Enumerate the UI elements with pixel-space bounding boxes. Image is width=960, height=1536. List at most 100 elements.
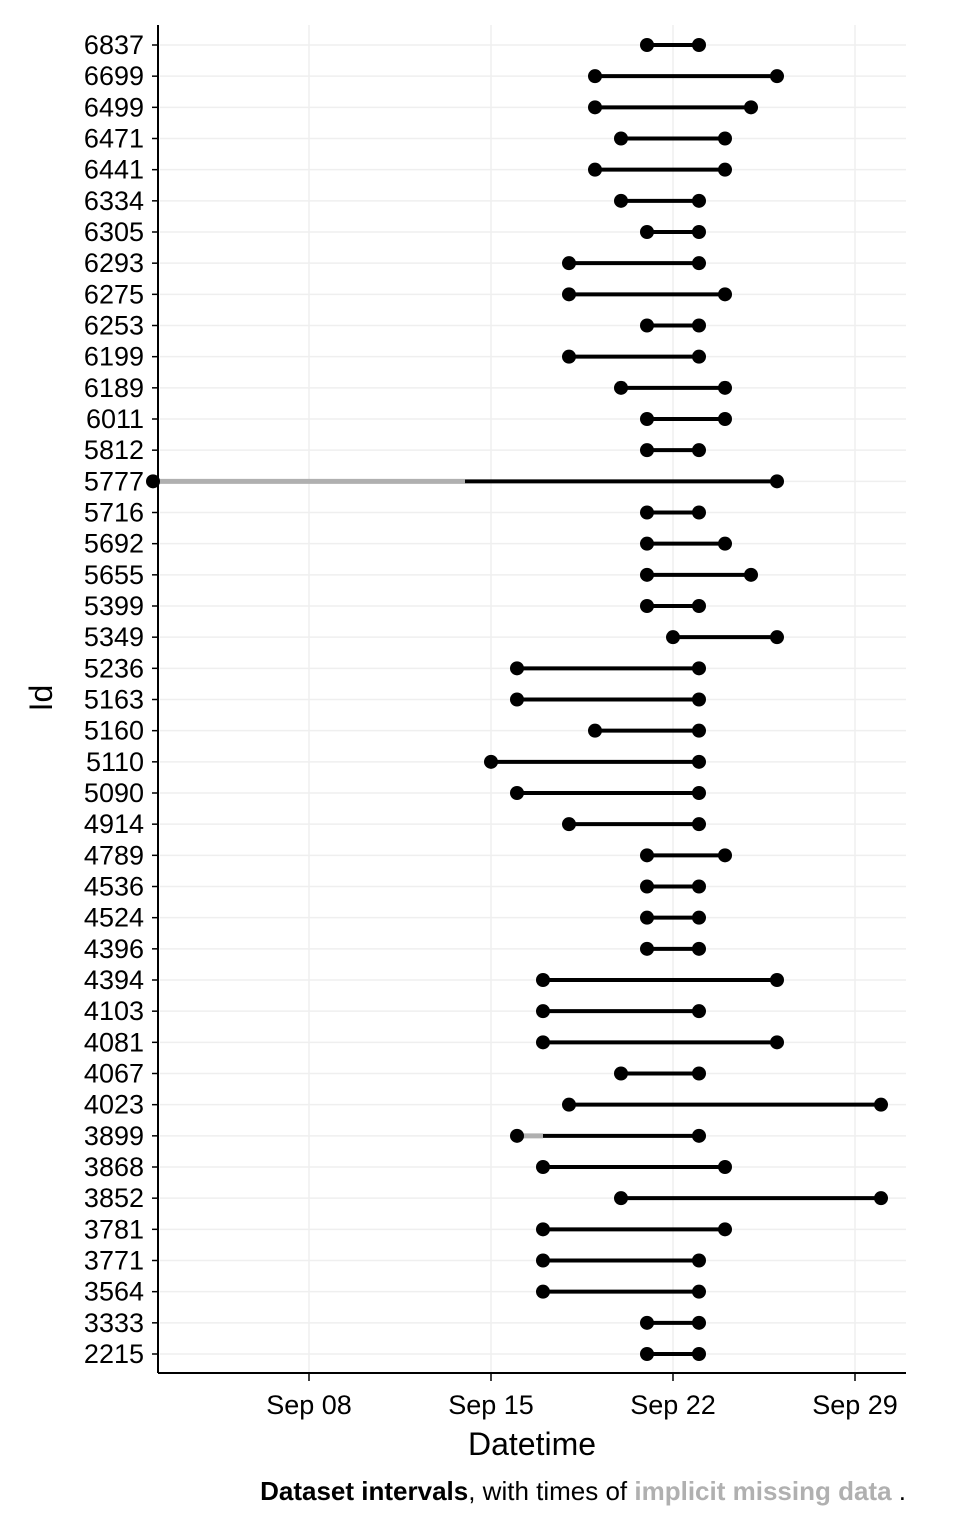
interval-start-point bbox=[614, 1191, 628, 1206]
caption-bold-text: Dataset intervals bbox=[260, 1476, 469, 1506]
x-tick-label: Sep 15 bbox=[448, 1390, 534, 1420]
interval-start-point bbox=[666, 630, 680, 645]
interval-start-point bbox=[640, 1315, 654, 1330]
y-tick-label: 5777 bbox=[84, 466, 144, 496]
interval-end-point bbox=[692, 723, 706, 738]
interval-end-point bbox=[770, 474, 784, 489]
interval-start-point bbox=[640, 1347, 654, 1361]
interval-end-point bbox=[718, 1160, 732, 1174]
y-tick-label: 4524 bbox=[84, 903, 144, 933]
interval-start-point bbox=[640, 536, 654, 551]
y-tick-label: 5812 bbox=[84, 435, 144, 465]
interval-end-point bbox=[692, 318, 706, 333]
y-tick-label: 6253 bbox=[84, 311, 144, 341]
y-tick-label: 5090 bbox=[84, 778, 144, 808]
interval-start-point bbox=[510, 786, 524, 800]
interval-end-point bbox=[718, 412, 732, 426]
interval-start-point bbox=[588, 162, 602, 177]
y-tick-label: 6699 bbox=[84, 61, 144, 91]
interval-end-point bbox=[692, 692, 706, 707]
interval-end-point bbox=[692, 256, 706, 271]
interval-end-point bbox=[692, 786, 706, 800]
interval-end-point bbox=[744, 567, 758, 582]
y-tick-label: 4023 bbox=[84, 1090, 144, 1120]
interval-end-point bbox=[718, 131, 732, 146]
interval-end-point bbox=[718, 380, 732, 395]
chart-caption: Dataset intervals, with times of implici… bbox=[0, 1476, 906, 1507]
y-tick-label: 3771 bbox=[84, 1246, 144, 1276]
y-tick-label: 5655 bbox=[84, 560, 144, 590]
interval-start-point bbox=[640, 225, 654, 239]
interval-start-point bbox=[588, 723, 602, 738]
interval-start-point bbox=[640, 567, 654, 582]
interval-start-point bbox=[562, 256, 576, 271]
interval-start-point bbox=[640, 848, 654, 863]
interval-end-point bbox=[692, 1066, 706, 1081]
interval-end-point bbox=[692, 1004, 706, 1019]
y-tick-label: 6011 bbox=[86, 404, 144, 434]
interval-start-point bbox=[640, 599, 654, 613]
interval-start-point bbox=[510, 692, 524, 707]
y-tick-label: 5110 bbox=[86, 747, 144, 777]
interval-start-point bbox=[536, 1284, 550, 1299]
interval-start-point bbox=[640, 505, 654, 520]
interval-end-point bbox=[718, 1222, 732, 1237]
interval-end-point bbox=[744, 100, 758, 115]
y-tick-label: 5236 bbox=[84, 653, 144, 683]
y-tick-label: 5716 bbox=[84, 498, 144, 528]
interval-end-point bbox=[692, 349, 706, 364]
interval-end-point bbox=[692, 193, 706, 208]
x-axis-label: Datetime bbox=[468, 1426, 596, 1462]
interval-end-point bbox=[770, 1035, 784, 1050]
y-tick-label: 4536 bbox=[84, 872, 144, 902]
y-tick-label: 6837 bbox=[84, 30, 144, 60]
interval-start-point bbox=[562, 349, 576, 364]
interval-start-point bbox=[614, 131, 628, 146]
interval-end-point bbox=[692, 941, 706, 956]
interval-start-point bbox=[562, 1097, 576, 1112]
interval-start-point bbox=[536, 1222, 550, 1237]
interval-end-point bbox=[692, 1347, 706, 1361]
y-tick-label: 6305 bbox=[84, 217, 144, 247]
y-tick-label: 6199 bbox=[84, 342, 144, 372]
interval-start-point bbox=[640, 38, 654, 52]
y-tick-label: 6189 bbox=[84, 373, 144, 403]
interval-start-point bbox=[640, 941, 654, 956]
y-tick-label: 5399 bbox=[84, 591, 144, 621]
y-tick-label: 6334 bbox=[84, 186, 144, 216]
y-tick-label: 3899 bbox=[84, 1121, 144, 1151]
y-axis-label: Id bbox=[23, 685, 59, 712]
y-tick-label: 4789 bbox=[84, 840, 144, 870]
interval-end-point bbox=[692, 225, 706, 239]
caption-missing-text: implicit missing data bbox=[634, 1476, 892, 1506]
interval-start-point bbox=[640, 910, 654, 925]
y-tick-label: 2215 bbox=[84, 1339, 144, 1369]
y-tick-label: 6293 bbox=[84, 248, 144, 278]
interval-end-point bbox=[692, 754, 706, 769]
y-tick-label: 6471 bbox=[84, 124, 144, 154]
caption-middle-text: , with times of bbox=[468, 1476, 635, 1506]
x-tick-label: Sep 29 bbox=[812, 1390, 898, 1420]
interval-start-point bbox=[614, 1066, 628, 1081]
interval-end-point bbox=[692, 599, 706, 613]
y-tick-label: 6441 bbox=[84, 155, 144, 185]
chart-marks bbox=[146, 38, 888, 1361]
interval-end-point bbox=[692, 817, 706, 832]
interval-end-point bbox=[692, 1284, 706, 1299]
interval-end-point bbox=[692, 910, 706, 925]
interval-start-point bbox=[640, 318, 654, 333]
interval-end-point bbox=[692, 505, 706, 520]
y-tick-label: 3333 bbox=[84, 1308, 144, 1338]
y-tick-label: 4067 bbox=[84, 1059, 144, 1089]
interval-end-point bbox=[718, 536, 732, 551]
y-tick-label: 4396 bbox=[84, 934, 144, 964]
interval-end-point bbox=[692, 879, 706, 894]
interval-end-point bbox=[692, 38, 706, 52]
interval-start-point bbox=[536, 1253, 550, 1268]
y-tick-label: 5160 bbox=[84, 716, 144, 746]
x-tick-labels: Sep 08 Sep 15 Sep 22 Sep 29 bbox=[266, 1373, 898, 1420]
x-tick-label: Sep 22 bbox=[630, 1390, 716, 1420]
y-tick-label: 5163 bbox=[84, 685, 144, 715]
interval-start-point bbox=[640, 879, 654, 894]
y-tick-label: 6275 bbox=[84, 279, 144, 309]
